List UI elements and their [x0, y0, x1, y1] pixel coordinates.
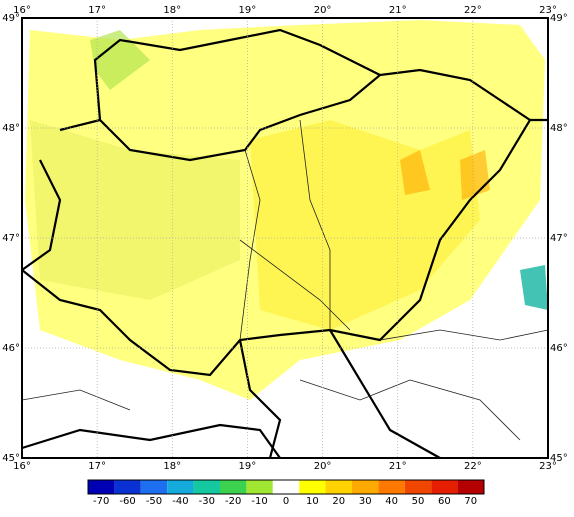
map-frame: [21, 17, 549, 459]
y-tick-label: 47°: [2, 233, 20, 244]
x-tick-label: 20°: [314, 5, 332, 16]
colorbar-label: -10: [251, 496, 267, 507]
colorbar-swatch: [193, 480, 220, 494]
colorbar-label: 50: [412, 496, 425, 507]
x-tick-label: 19°: [239, 461, 257, 472]
colorbar-label: 0: [283, 496, 289, 507]
x-tick-label: 21°: [389, 461, 407, 472]
colorbar-label: 30: [359, 496, 372, 507]
colorbar-swatch: [140, 480, 168, 494]
y-tick-label: 48°: [550, 123, 568, 134]
colorbar-swatch: [167, 480, 194, 494]
river: [239, 119, 549, 341]
map-body: [21, 17, 549, 459]
x-tick-label: 16°: [13, 461, 31, 472]
colorbar-label: 60: [438, 496, 451, 507]
border: [93, 28, 381, 121]
y-tick-label: 47°: [550, 233, 568, 244]
colorbar-swatch: [404, 480, 432, 494]
x-tick-label: 16°: [13, 5, 31, 16]
colorbar-swatch: [88, 480, 115, 494]
colorbar-swatch: [246, 480, 273, 494]
x-tick-label: 20°: [314, 461, 332, 472]
border: [21, 159, 62, 271]
y-tick-label: 49°: [550, 13, 568, 24]
x-tick-label: 23°: [539, 5, 557, 16]
river: [21, 379, 521, 441]
border: [21, 423, 281, 459]
x-tick-label: 21°: [389, 5, 407, 16]
y-tick-label: 45°: [2, 453, 20, 464]
colorbar-swatch: [114, 480, 141, 494]
colorbar-swatch: [299, 480, 326, 494]
colorbar-label: 40: [385, 496, 398, 507]
data-coverage: [520, 265, 548, 310]
x-tick-label: 18°: [163, 5, 181, 16]
x-tick-label: 18°: [163, 461, 181, 472]
colorbar-label: -40: [172, 496, 188, 507]
colorbar-label: -30: [199, 496, 215, 507]
colorbar-swatch: [378, 480, 405, 494]
colorbar-swatch: [272, 480, 300, 494]
data-coverage: [90, 30, 150, 90]
colorbar-swatch: [457, 480, 484, 494]
border: [238, 339, 282, 459]
colorbar-label: -50: [146, 496, 162, 507]
x-tick-label: 17°: [88, 5, 106, 16]
colorbar-label: -70: [93, 496, 109, 507]
border: [21, 118, 548, 377]
colorbar-swatch: [431, 480, 458, 494]
colorbar-swatch: [220, 480, 247, 494]
border: [329, 329, 441, 459]
data-coverage: [400, 150, 430, 195]
y-tick-label: 45°: [550, 453, 568, 464]
colorbar-swatch: [325, 480, 352, 494]
y-tick-label: 48°: [2, 123, 20, 134]
y-tick-label: 46°: [2, 343, 20, 354]
data-coverage: [30, 120, 240, 300]
x-tick-label: 22°: [464, 461, 482, 472]
colorbar-label: 20: [332, 496, 345, 507]
x-tick-label: 19°: [239, 5, 257, 16]
colorbar-label: -20: [225, 496, 241, 507]
colorbar-swatch: [352, 480, 379, 494]
colorbar-label: -60: [119, 496, 135, 507]
colorbar-label: 10: [306, 496, 319, 507]
border: [59, 68, 531, 162]
colorbar-frame: [87, 479, 485, 495]
x-tick-label: 22°: [464, 5, 482, 16]
x-tick-label: 23°: [539, 461, 557, 472]
x-tick-label: 17°: [88, 461, 106, 472]
y-tick-label: 46°: [550, 343, 568, 354]
y-tick-label: 49°: [2, 13, 20, 24]
colorbar-label: 70: [464, 496, 477, 507]
